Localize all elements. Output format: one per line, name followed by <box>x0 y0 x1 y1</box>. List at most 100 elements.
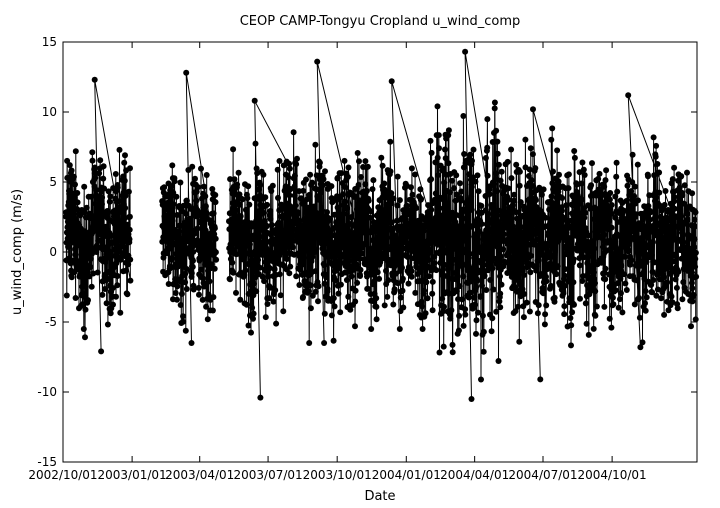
x-tick-label: 2003/04/01 <box>165 468 234 482</box>
data-point <box>487 277 494 283</box>
data-point <box>688 280 695 286</box>
data-point <box>670 220 677 227</box>
data-point <box>528 177 535 184</box>
data-point <box>484 172 491 179</box>
data-point <box>615 248 622 255</box>
data-point <box>369 271 376 278</box>
data-point <box>612 287 619 294</box>
data-point <box>230 269 237 276</box>
data-point <box>606 217 613 224</box>
data-point <box>433 191 440 198</box>
data-point <box>602 265 609 272</box>
data-point <box>513 161 520 168</box>
data-point <box>316 159 323 166</box>
data-point <box>125 261 132 268</box>
x-tick-label: 2004/04/01 <box>440 468 509 482</box>
y-tick-label: -15 <box>37 455 57 469</box>
data-point <box>357 266 364 273</box>
data-point <box>561 272 568 279</box>
data-point <box>553 271 560 278</box>
data-point <box>322 168 328 175</box>
data-point <box>614 188 621 195</box>
data-point <box>557 282 564 288</box>
data-point <box>263 259 270 266</box>
data-point <box>313 186 320 193</box>
data-point <box>305 237 312 244</box>
data-point <box>394 173 401 180</box>
data-point <box>187 215 194 222</box>
data-point <box>242 267 249 274</box>
data-point <box>303 215 310 222</box>
data-point <box>444 202 451 209</box>
data-point <box>263 222 270 229</box>
data-point <box>636 314 643 321</box>
data-point <box>540 186 547 193</box>
data-point <box>543 273 549 280</box>
data-point <box>491 105 498 112</box>
data-point <box>458 188 465 195</box>
data-point <box>542 311 549 318</box>
data-point <box>598 259 605 266</box>
data-point <box>297 266 304 273</box>
data-point <box>452 219 459 225</box>
data-point <box>689 285 696 292</box>
data-point <box>467 151 474 158</box>
data-point <box>592 312 599 319</box>
data-point <box>212 249 219 256</box>
data-point <box>337 281 344 288</box>
data-point <box>693 273 700 280</box>
data-point <box>274 166 281 173</box>
data-point <box>257 394 264 401</box>
data-point <box>88 283 95 290</box>
data-point <box>121 159 128 166</box>
data-point <box>68 167 75 174</box>
data-point <box>453 172 460 179</box>
data-point <box>189 263 196 270</box>
data-point <box>651 215 657 222</box>
data-point <box>439 295 446 302</box>
data-point <box>568 342 574 349</box>
data-point <box>248 329 254 336</box>
data-point <box>251 280 257 287</box>
data-point <box>691 236 698 243</box>
data-point <box>527 145 534 152</box>
data-point <box>497 304 504 311</box>
data-point <box>257 182 264 188</box>
data-point <box>484 116 491 123</box>
data-point <box>653 194 660 201</box>
data-point <box>494 150 501 157</box>
data-point <box>78 262 85 269</box>
data-point <box>469 157 475 164</box>
data-point <box>418 298 425 305</box>
data-point <box>461 223 468 230</box>
data-point <box>368 251 375 258</box>
y-tick-label: -5 <box>45 315 57 329</box>
data-point <box>567 315 574 321</box>
data-point <box>101 286 108 292</box>
data-point <box>183 69 190 76</box>
data-point <box>443 247 450 254</box>
data-point <box>554 147 561 154</box>
data-point <box>516 182 523 189</box>
data-point <box>445 127 452 134</box>
data-point <box>172 290 179 296</box>
data-point <box>180 318 187 325</box>
data-point <box>445 221 452 228</box>
data-point <box>353 230 360 237</box>
data-point <box>119 209 126 216</box>
data-point <box>408 165 415 172</box>
data-point <box>460 322 467 329</box>
data-point <box>341 198 348 205</box>
data-point <box>252 249 259 256</box>
data-point <box>622 280 629 287</box>
data-point <box>244 228 250 235</box>
data-point <box>534 257 541 264</box>
data-point <box>118 233 124 240</box>
data-point <box>598 208 605 215</box>
data-point <box>459 215 466 222</box>
data-point <box>182 270 189 277</box>
data-point <box>457 197 464 204</box>
data-point <box>506 233 513 240</box>
data-point <box>76 257 83 264</box>
data-point <box>95 214 102 221</box>
